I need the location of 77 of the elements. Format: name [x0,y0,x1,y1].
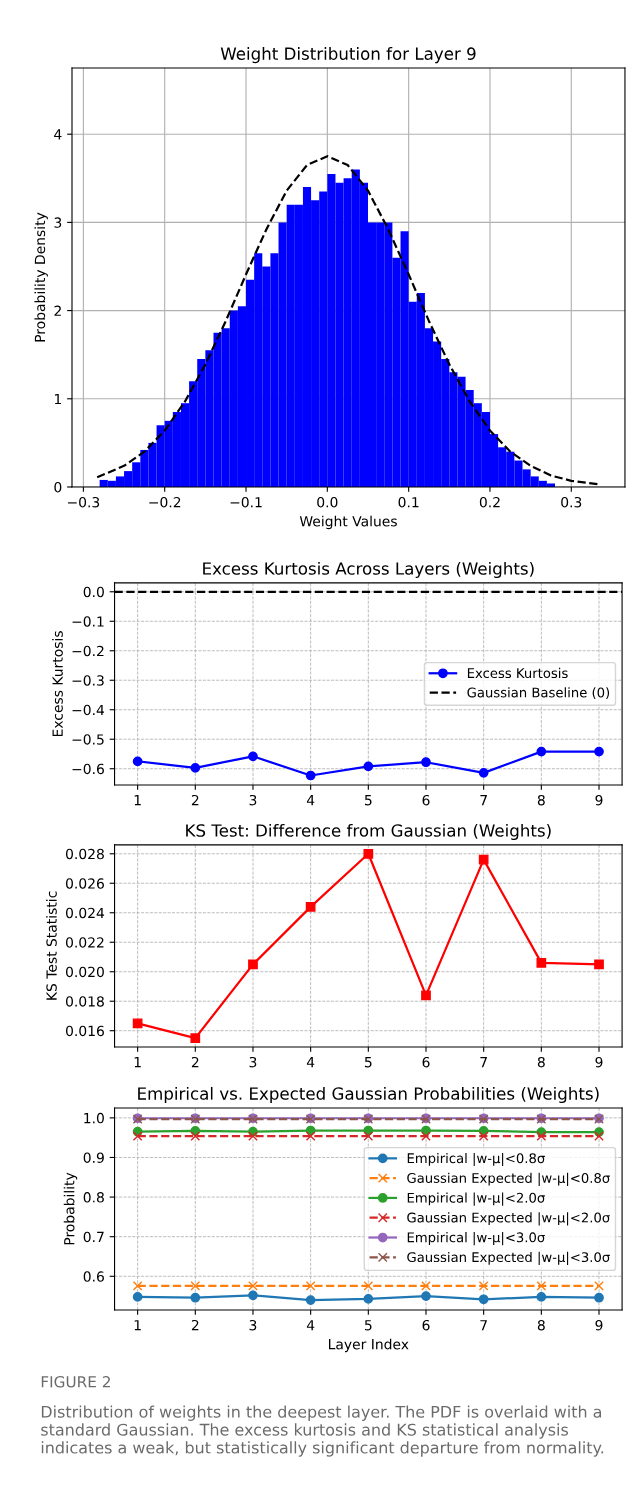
x-tick-label: 8 [537,1319,545,1331]
y-tick-label: 2 [54,305,61,316]
y-axis-title: Excess Kurtosis [52,631,63,737]
x-tick-label: 0.0 [317,496,338,508]
y-tick-label: 0.020 [65,966,104,978]
x-tick-label: 8 [537,794,545,806]
y-axis-title: Probability Density [34,212,48,342]
x-tick-label: 4 [306,1320,315,1331]
x-tick-label: 0.1 [398,496,419,508]
x-tick-label: 2 [191,1056,199,1068]
y-tick-label: −0.6 [72,763,104,775]
legend-label: Gaussian Expected |w-μ|<3.0σ [407,1251,610,1266]
y-tick-label: 3 [54,217,62,228]
x-tick-label: 0.3 [561,496,582,508]
x-tick-label: 3 [249,794,257,806]
legend-label: Gaussian Baseline (0) [467,687,610,699]
chart-title: KS Test: Difference from Gaussian (Weights) [186,823,551,841]
x-tick-label: 5 [364,1057,372,1068]
x-tick-label: 7 [480,1320,487,1331]
y-tick-label: 0.0 [83,586,104,598]
y-tick-label: 0.018 [65,996,104,1007]
x-tick-label: 8 [537,1056,545,1068]
x-tick-label: 2 [191,794,199,806]
y-tick-label: −0.2 [72,645,104,657]
x-tick-label: −0.1 [230,496,262,508]
y-tick-label: −0.1 [72,616,104,627]
x-axis-title: Weight Values [299,515,397,530]
x-tick-label: 3 [249,1319,257,1331]
y-tick-label: 1.0 [84,1112,104,1124]
y-tick-label: 0.016 [65,1025,104,1037]
y-tick-label: 0.8 [83,1192,104,1203]
y-tick-label: 4 [54,129,62,140]
chart-title: Excess Kurtosis Across Layers (Weights) [203,561,534,579]
legend-label: Empirical |w-μ|<0.8σ [407,1152,545,1167]
text: Distribution of weights in the deepest layer. The PDF is overlaid with a standard Gaussian. The excess kurtosis and KS statistical analysis indicates a weak, but statistically significant departure from normality. [41,1405,604,1457]
x-axis-title: Layer Index [328,1338,409,1353]
y-tick-label: 0.6 [83,1271,104,1282]
x-tick-label: 1 [134,795,141,806]
x-tick-label: 9 [595,1319,603,1331]
x-tick-label: 7 [480,795,487,806]
legend-label: Excess Kurtosis [467,667,568,679]
x-tick-label: 1 [134,1057,141,1068]
y-tick-label: 1 [54,393,61,405]
y-tick-label: 0.024 [65,907,105,919]
chart-title: Weight Distribution for Layer 9 [220,47,476,64]
legend-label: Empirical |w-μ|<2.0σ [407,1192,545,1206]
x-tick-label: 0.2 [479,496,500,508]
y-tick-label: 0 [54,481,62,493]
legend-label: Gaussian Expected |w-μ|<2.0σ [407,1212,610,1226]
y-tick-label: 0.026 [65,878,104,889]
legend-label: Empirical |w-μ|<3.0σ [407,1232,545,1246]
x-tick-label: 9 [595,1056,603,1068]
x-tick-label: 6 [422,794,430,806]
chart-title: Empirical vs. Expected Gaussian Probabilities (Weights) [138,1086,599,1104]
legend-label: Gaussian Expected |w-μ|<0.8σ [407,1172,610,1186]
x-tick-label: 6 [422,1319,430,1331]
x-tick-label: 9 [595,794,603,806]
y-tick-label: 0.7 [83,1231,104,1243]
y-tick-label: 0.9 [83,1152,104,1163]
x-tick-label: 4 [306,795,315,806]
x-tick-label: 3 [249,1056,257,1068]
x-tick-label: 2 [191,1319,199,1331]
x-tick-label: 4 [306,1057,315,1068]
caption: FIGURE 2 [41,1376,110,1388]
y-tick-label: 0.028 [65,848,104,860]
x-tick-label: −0.2 [149,496,181,508]
x-tick-label: 5 [364,1320,372,1331]
x-tick-label: 6 [422,1056,430,1068]
x-tick-label: 7 [480,1057,487,1068]
y-axis-title: KS Test Statistic [46,891,57,1000]
y-tick-label: −0.4 [72,704,105,716]
x-tick-label: 5 [364,795,372,806]
y-tick-label: −0.5 [72,734,104,745]
y-tick-label: −0.3 [72,675,104,686]
x-tick-label: 1 [134,1320,141,1331]
y-axis-title: Probability [63,1172,78,1245]
y-tick-label: 0.022 [65,937,104,948]
